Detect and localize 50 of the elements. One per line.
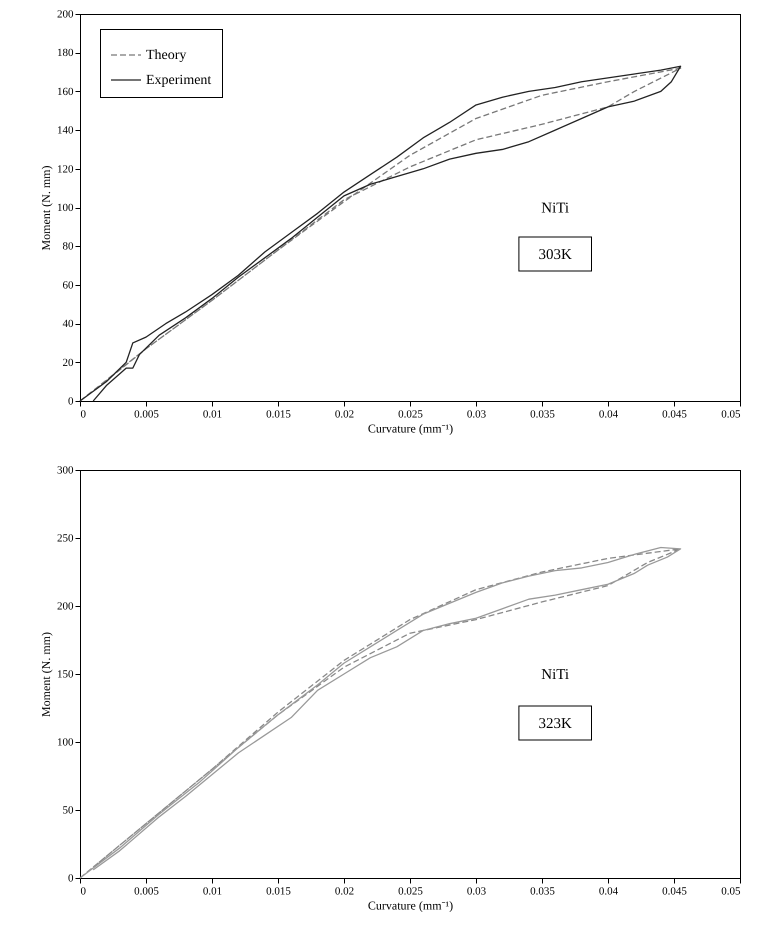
- y-tick-label: 140: [57, 124, 74, 137]
- y-tick-label: 100: [57, 736, 74, 748]
- x-tick-label: 0.015: [266, 886, 292, 898]
- x-tick-label: 0.015: [266, 408, 292, 420]
- x-tick-label: 0.04: [598, 408, 619, 420]
- x-tick-label: 0.02: [334, 408, 354, 420]
- y-axis-title: Moment (N. mm): [39, 632, 53, 717]
- y-tick-label: 200: [57, 600, 74, 612]
- x-tick-label: 0.005: [134, 886, 160, 898]
- x-tick-label: 0.02: [334, 886, 354, 898]
- x-tick-label: 0.04: [598, 886, 619, 898]
- y-axis-title: Moment (N. mm): [39, 166, 53, 250]
- y-tick-label: 50: [62, 804, 74, 816]
- legend-label: Experiment: [146, 73, 212, 88]
- x-tick-label: 0.03: [466, 408, 487, 420]
- y-tick-label: 0: [68, 872, 74, 884]
- x-tick-label: 0.035: [530, 408, 556, 420]
- x-tick-label: 0.05: [721, 886, 741, 898]
- y-tick-label: 150: [57, 668, 74, 680]
- legend-label: Theory: [146, 48, 186, 63]
- x-tick-label: 0.045: [662, 886, 688, 898]
- x-tick-label: 0.035: [530, 886, 556, 898]
- x-tick-label: 0.01: [202, 408, 222, 420]
- x-tick-label: 0.045: [662, 408, 688, 420]
- y-tick-label: 100: [57, 202, 74, 214]
- y-tick-label: 160: [57, 86, 74, 98]
- x-tick-label: 0.025: [398, 886, 424, 898]
- y-tick-label: 200: [57, 8, 74, 20]
- x-tick-label: 0: [80, 408, 86, 420]
- annotation: NiTi: [541, 200, 570, 216]
- annotation: 303K: [538, 246, 572, 263]
- y-tick-label: 120: [57, 163, 74, 176]
- y-tick-label: 80: [62, 240, 74, 253]
- x-axis-title: Curvature (mm⁻¹): [368, 898, 454, 912]
- annotation: 323K: [538, 716, 572, 732]
- y-tick-label: 60: [62, 279, 74, 292]
- x-tick-label: 0.005: [134, 408, 160, 420]
- annotation: NiTi: [541, 667, 570, 683]
- x-axis-title: Curvature (mm⁻¹): [368, 422, 454, 436]
- y-tick-label: 40: [62, 318, 74, 330]
- x-tick-label: 0.03: [466, 886, 487, 898]
- y-tick-label: 300: [57, 464, 74, 476]
- x-tick-label: 0: [80, 886, 86, 898]
- x-tick-label: 0.025: [398, 408, 424, 420]
- x-tick-label: 0.01: [202, 886, 222, 898]
- y-tick-label: 250: [57, 532, 74, 544]
- x-tick-label: 0.05: [721, 408, 741, 420]
- y-tick-label: 180: [57, 47, 74, 60]
- y-tick-label: 0: [68, 396, 74, 408]
- y-tick-label: 20: [62, 356, 74, 369]
